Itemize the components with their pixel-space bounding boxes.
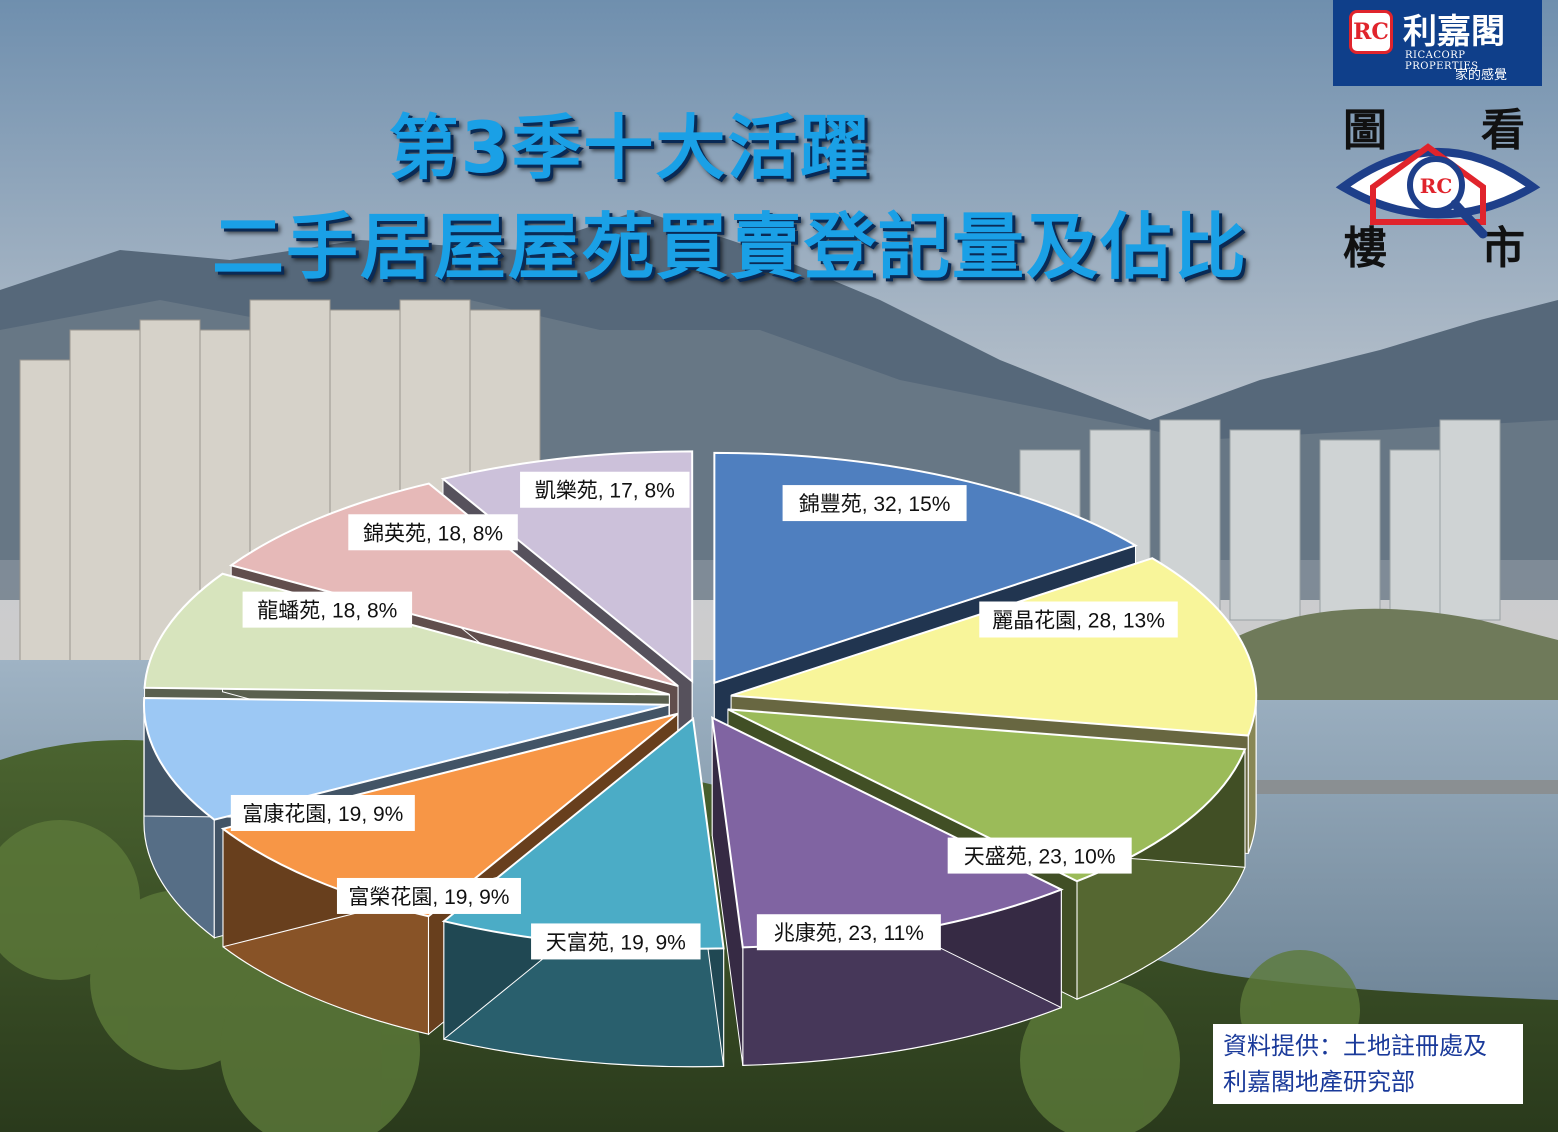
data-label: 錦豐苑, 32, 15% (782, 485, 967, 522)
data-label: 富康花園, 19, 9% (230, 794, 415, 831)
pie-slice-7 (142, 696, 670, 821)
source-line-2: 利嘉閣地產研究部 (1223, 1068, 1415, 1096)
data-label-text: 兆康苑, 23, 11% (774, 922, 924, 945)
data-label-box (782, 485, 967, 522)
data-label-text: 錦英苑, 18, 8% (363, 522, 503, 545)
data-label: 凱樂苑, 17, 8% (520, 471, 690, 508)
data-label-text: 錦豐苑, 32, 15% (799, 493, 951, 516)
data-label-text: 凱樂苑, 17, 8% (535, 480, 675, 503)
eye-house-magnifier-icon: RC (1335, 143, 1541, 239)
title-line-1: 第3季十大活躍 (388, 107, 872, 189)
pie-slice-10 (440, 450, 694, 684)
source-line-1: 資料提供：土地註冊處及 (1223, 1032, 1487, 1060)
brand-name: 利嘉閣 (1403, 12, 1505, 52)
data-label: 天盛苑, 23, 10% (947, 837, 1132, 874)
data-label: 天富苑, 19, 9% (531, 923, 701, 960)
badge-char-3: 樓 (1343, 223, 1387, 274)
brand-mark-icon: RC (1349, 10, 1393, 54)
title-line-2: 二手居屋屋苑買賣登記量及佔比 (211, 205, 1248, 289)
foliage (0, 820, 1360, 1132)
svg-text:RC: RC (1420, 174, 1453, 198)
data-label-box (756, 914, 941, 951)
pie-slice-9 (228, 482, 679, 687)
data-label-text: 天盛苑, 23, 10% (964, 846, 1116, 869)
brand-logo: RC 利嘉閣 RICACORP PROPERTIES 家的感覺 (1333, 0, 1542, 86)
data-label: 麗晶花園, 28, 13% (979, 601, 1178, 638)
data-label-box (520, 471, 690, 508)
data-label: 富榮花園, 19, 9% (336, 877, 521, 914)
data-label-box (230, 794, 415, 831)
brand-english: RICACORP PROPERTIES (1405, 50, 1479, 72)
data-label-box (336, 877, 521, 914)
headland (1230, 608, 1558, 700)
data-label: 龍蟠苑, 18, 8% (242, 591, 413, 628)
source-note: 資料提供：土地註冊處及 利嘉閣地產研究部 (1213, 1024, 1523, 1104)
bridge (1220, 780, 1558, 794)
data-label-box (348, 514, 518, 551)
data-label-box (947, 837, 1132, 874)
data-label: 兆康苑, 23, 11% (756, 914, 941, 951)
badge-char-1: 圖 (1343, 105, 1387, 156)
pie-chart: 錦豐苑, 32, 15% 麗晶花園, 28, 13% 天盛苑, 23, 10% 兆康苑… (142, 450, 1258, 1068)
data-label: 錦英苑, 18, 8% (348, 514, 518, 551)
data-label-text: 麗晶花園, 28, 13% (992, 610, 1165, 633)
column-badge: 圖 看 樓 市 RC (1333, 92, 1542, 277)
data-label-box (531, 923, 701, 960)
badge-char-2: 看 (1481, 105, 1525, 156)
data-label-text: 龍蟠苑, 18, 8% (257, 600, 397, 623)
data-label-box (242, 591, 413, 628)
badge-char-4: 市 (1481, 223, 1525, 274)
data-label-box (979, 601, 1178, 638)
brand-slogan: 家的感覺 (1455, 68, 1508, 83)
data-label-text: 富康花園, 19, 9% (242, 803, 403, 826)
data-label-text: 富榮花園, 19, 9% (348, 886, 509, 909)
data-label-text: 天富苑, 19, 9% (546, 931, 686, 954)
